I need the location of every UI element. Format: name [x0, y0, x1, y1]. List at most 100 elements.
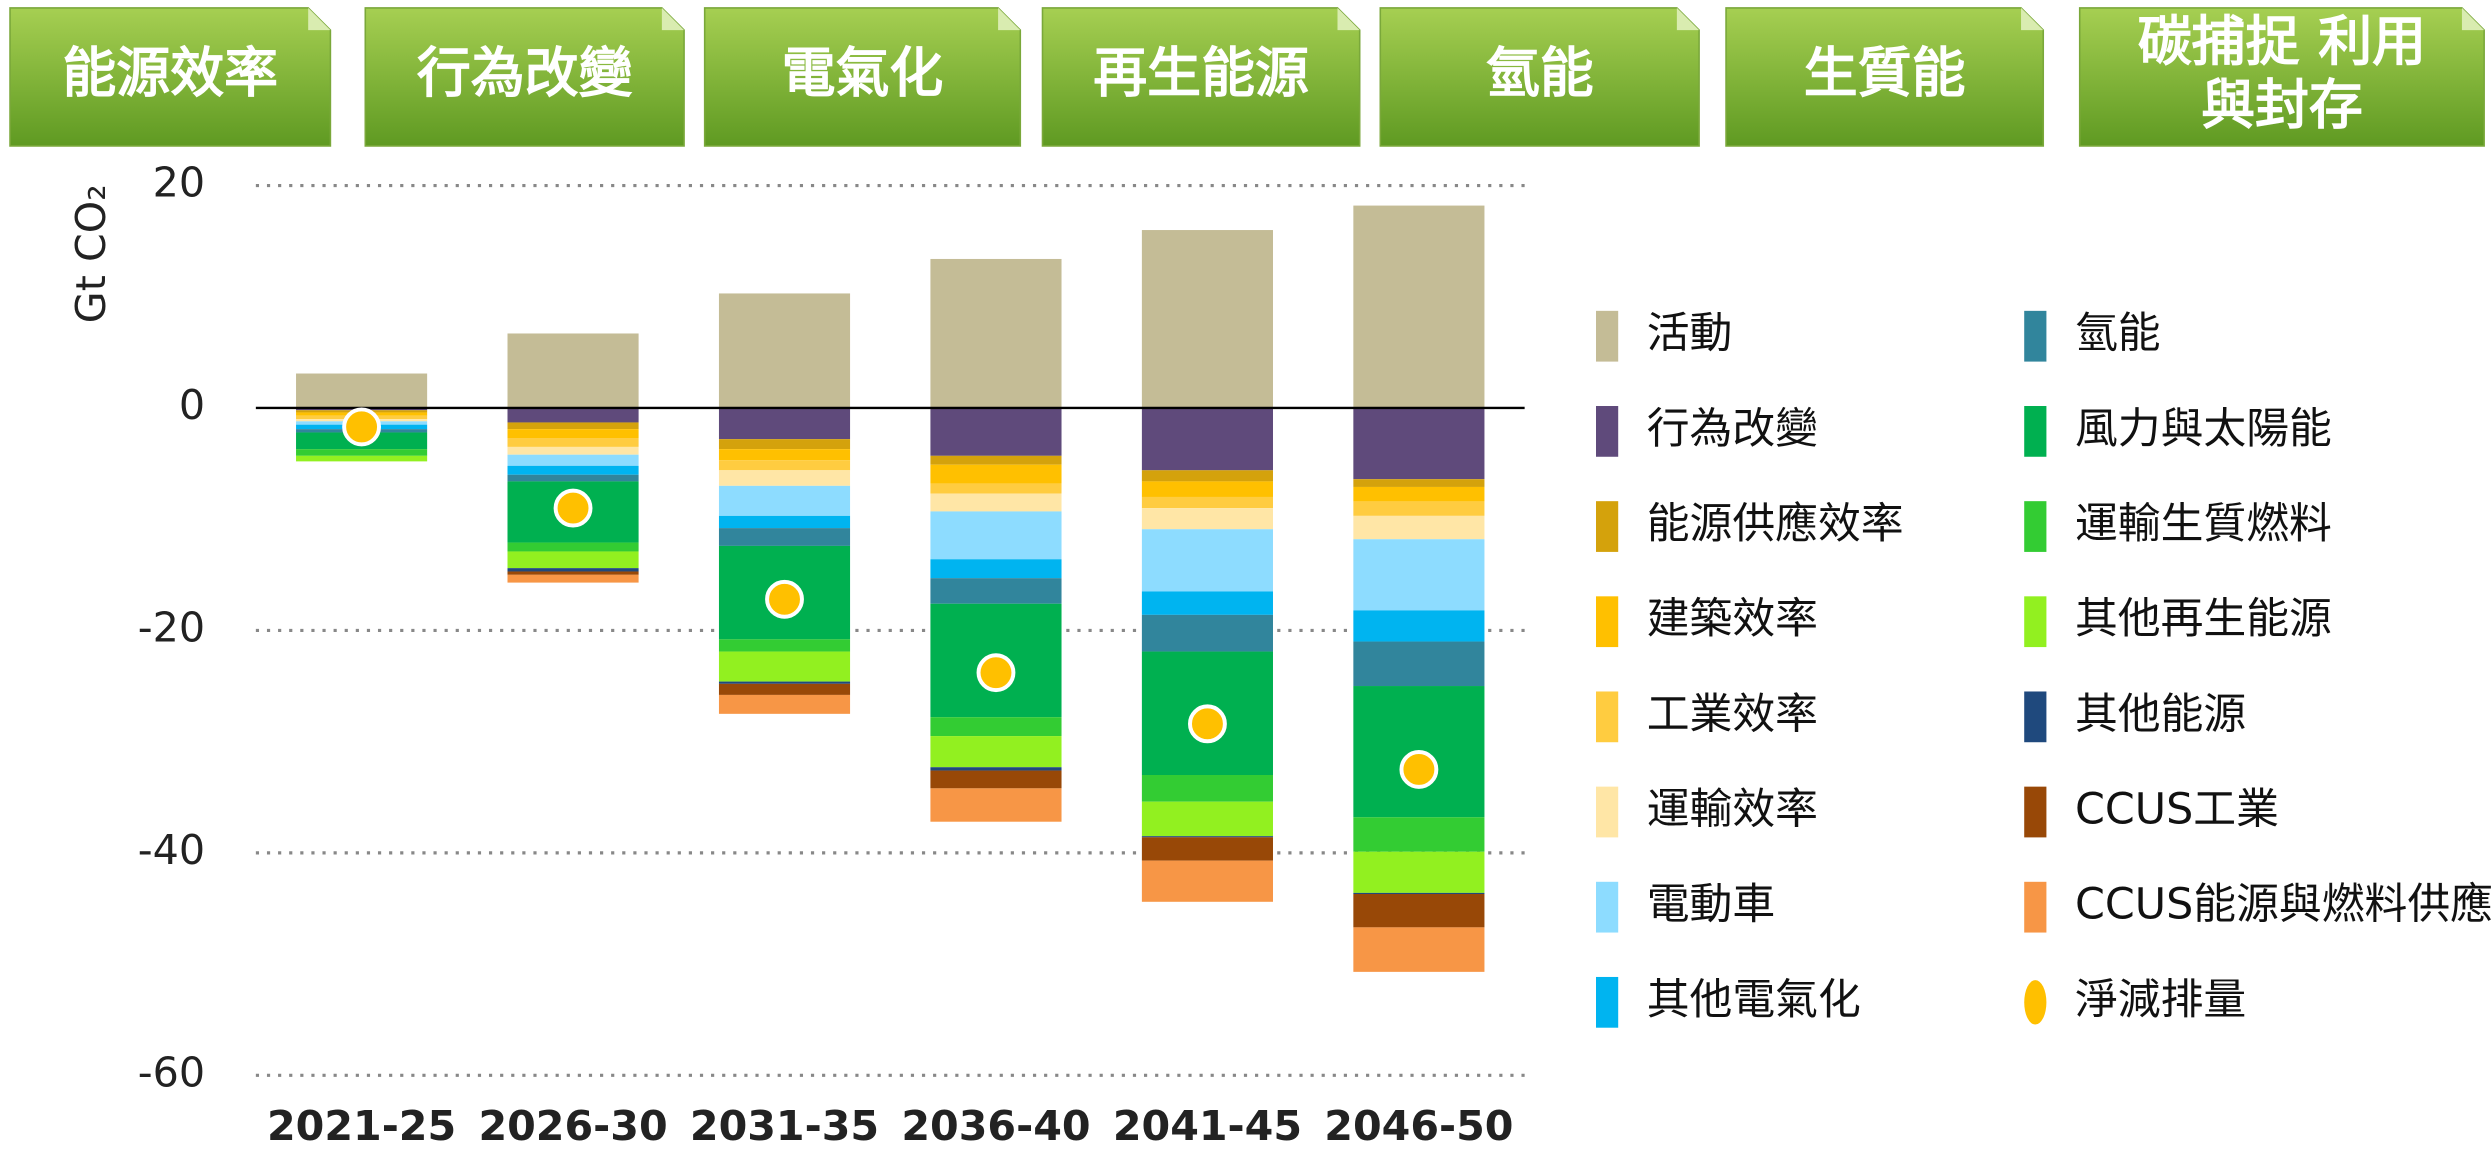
- bar-segment: [1141, 614, 1273, 652]
- bar-segment: [1141, 481, 1273, 497]
- bar-segment: [718, 449, 851, 461]
- bar-segment: [1141, 775, 1273, 802]
- bar-segment: [930, 455, 1062, 465]
- bar-segment: [507, 454, 639, 466]
- tab: [1041, 7, 1361, 147]
- bar-segment: [1353, 479, 1485, 487]
- bar-segment: [1141, 591, 1273, 615]
- bar-segment: [507, 333, 639, 408]
- legend-swatch: [2024, 786, 2047, 838]
- legend-label: CCUS工業: [2075, 785, 2279, 835]
- bar-segment: [718, 683, 851, 695]
- bar-segment: [930, 559, 1062, 579]
- legend-label: 建築效率: [1647, 594, 1818, 644]
- bar-segment: [718, 639, 851, 652]
- bar-segment: [718, 293, 851, 408]
- net-marker: [1188, 704, 1227, 744]
- bar-segment: [296, 373, 428, 408]
- legend-label: 行為改變: [1647, 404, 1818, 454]
- net-marker: [342, 407, 382, 447]
- bar-segment: [930, 483, 1062, 494]
- legend-swatch: [2024, 980, 2047, 1025]
- bar-segment: [1141, 496, 1273, 509]
- bar-segment: [1353, 894, 1485, 928]
- bar-segment: [1141, 860, 1273, 902]
- net-marker: [1399, 750, 1439, 789]
- tab-label: 電氣化: [782, 42, 944, 105]
- bar-segment: [718, 470, 851, 486]
- legend-swatch: [1595, 881, 1619, 933]
- bar-segment: [930, 578, 1062, 604]
- tab-label: 碳捕捉 利用: [2138, 10, 2426, 73]
- bar-segment: [507, 474, 639, 482]
- legend-swatch: [1595, 406, 1619, 457]
- bar-segment: [1353, 641, 1485, 687]
- bar-segment: [1353, 927, 1485, 972]
- tab: [2078, 7, 2485, 147]
- y-axis-label: Gt CO₂: [67, 184, 115, 323]
- x-tick-label: 2021-25: [267, 1102, 456, 1150]
- net-marker: [553, 488, 593, 528]
- bar-segment: [1141, 836, 1273, 838]
- x-tick-label: 2026-30: [478, 1102, 667, 1150]
- legend-label: 淨減排量: [2075, 975, 2246, 1025]
- legend-swatch: [1595, 501, 1619, 552]
- bar-segment: [507, 571, 639, 575]
- legend-label: 運輸效率: [1647, 785, 1818, 835]
- legend-label: 工業效率: [1647, 689, 1818, 739]
- bar-segment: [718, 485, 851, 516]
- y-tick-label: -60: [138, 1048, 205, 1096]
- legend-swatch: [2024, 881, 2047, 933]
- legend-swatch: [2024, 501, 2047, 552]
- bar-segment: [930, 464, 1062, 484]
- bar-segment: [1353, 205, 1485, 408]
- legend-label: 運輸生質燃料: [2075, 499, 2332, 549]
- legend-label: 其他再生能源: [2075, 594, 2332, 644]
- bar-segment: [507, 446, 639, 455]
- tab-label: 氫能: [1486, 42, 1594, 105]
- legend-label: 能源供應效率: [1647, 499, 1904, 549]
- legend-swatch: [1595, 310, 1619, 362]
- bar-segment: [930, 788, 1062, 822]
- bar-segment: [507, 542, 639, 552]
- bar-segment: [1353, 892, 1485, 895]
- tab-label: 生質能: [1804, 42, 1966, 105]
- tab: [364, 7, 685, 147]
- tab: [1379, 7, 1700, 147]
- bar-segment: [507, 465, 639, 475]
- bar-segment: [507, 574, 639, 583]
- bar-segment: [507, 407, 639, 423]
- x-tick-label: 2036-40: [901, 1102, 1090, 1150]
- bar-segment: [1353, 610, 1485, 642]
- legend-label: 電動車: [1647, 880, 1775, 930]
- bar-segment: [1353, 501, 1485, 516]
- bar-segment: [930, 736, 1062, 768]
- legend-swatch: [1595, 596, 1619, 648]
- net-marker: [976, 653, 1016, 693]
- bar-segment: [296, 455, 428, 462]
- x-tick-label: 2046-50: [1324, 1102, 1513, 1150]
- bar-segment: [1141, 801, 1273, 837]
- legend-swatch: [1595, 786, 1619, 838]
- legend-swatch: [2024, 406, 2047, 457]
- bar-segment: [507, 429, 639, 439]
- bar-segment: [1141, 407, 1273, 471]
- bar-segment: [930, 493, 1062, 512]
- y-tick-label: 0: [179, 381, 205, 429]
- bar-segment: [507, 568, 639, 572]
- bar-segment: [296, 449, 428, 456]
- net-marker: [765, 579, 804, 619]
- tab: [703, 7, 1022, 147]
- legend-swatch: [2024, 310, 2047, 362]
- bars: [296, 205, 1485, 972]
- bar-segment: [1141, 508, 1273, 530]
- bar-segment: [1141, 529, 1273, 592]
- bar-segment: [930, 258, 1062, 408]
- legend-label: CCUS能源與燃料供應: [2075, 880, 2491, 930]
- legend-label: 其他能源: [2075, 689, 2246, 739]
- bar-segment: [1141, 837, 1273, 861]
- bar-segment: [1353, 486, 1485, 502]
- bar-segment: [507, 422, 639, 430]
